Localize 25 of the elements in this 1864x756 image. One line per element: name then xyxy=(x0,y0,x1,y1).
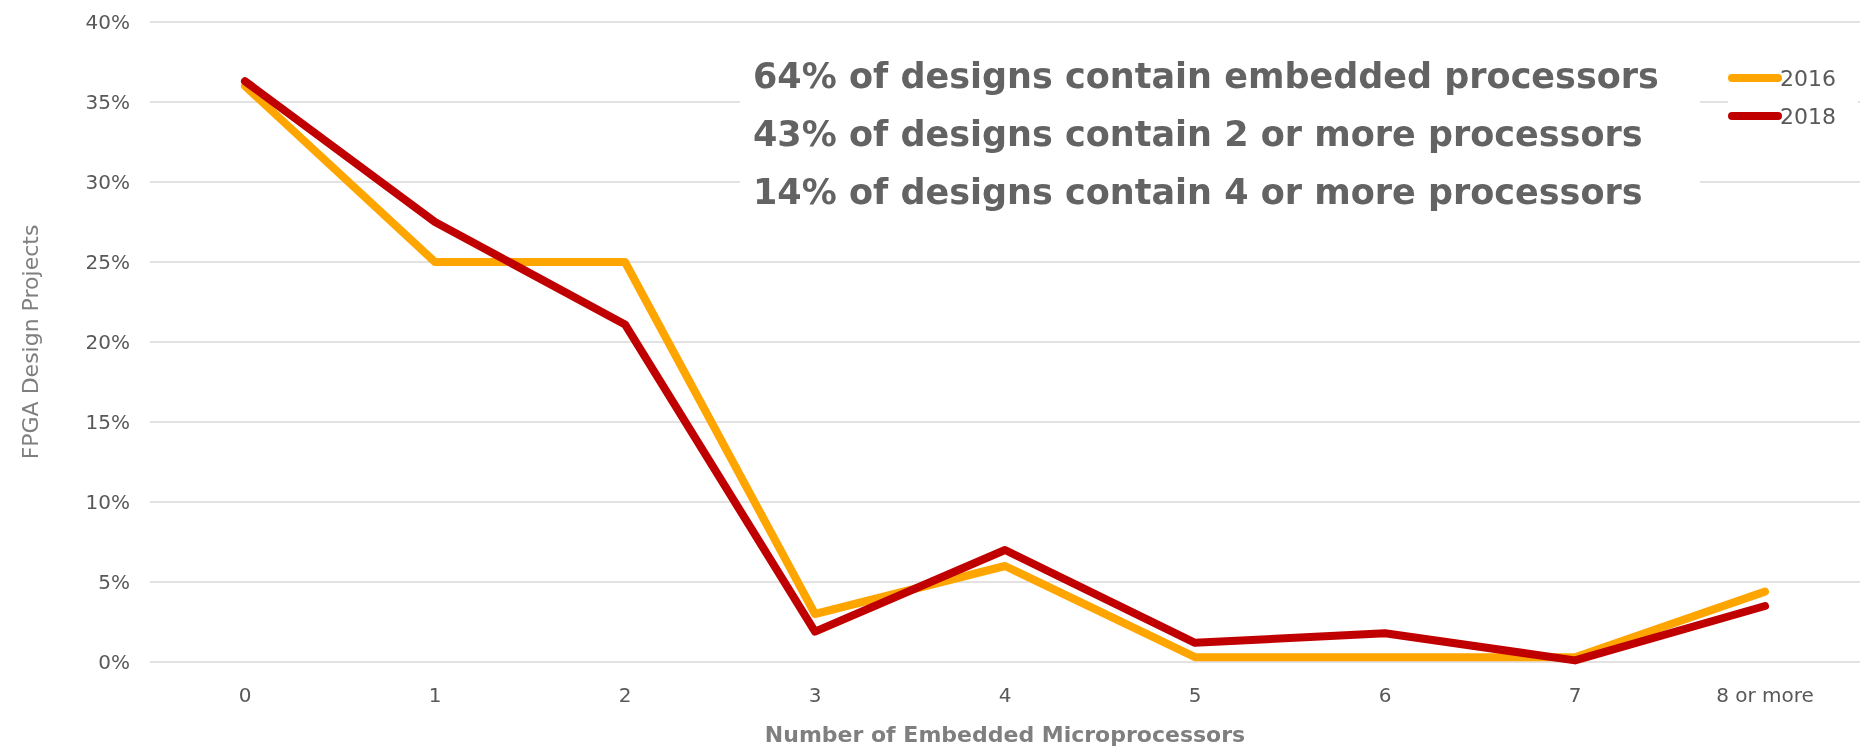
x-tick-label: 0 xyxy=(238,683,252,707)
y-tick-label: 0% xyxy=(98,650,130,674)
annotation: 64% of designs contain embedded processors xyxy=(753,56,1659,96)
x-tick-label: 2 xyxy=(618,683,632,707)
x-tick-label: 6 xyxy=(1378,683,1392,707)
x-tick-label: 4 xyxy=(998,683,1012,707)
y-tick-label: 10% xyxy=(85,490,130,514)
legend-label: 2018 xyxy=(1780,103,1836,129)
x-tick-label: 8 or more xyxy=(1716,683,1814,707)
x-tick-label: 1 xyxy=(428,683,442,707)
x-tick-label: 5 xyxy=(1188,683,1202,707)
y-tick-label: 20% xyxy=(85,330,130,354)
x-tick-label: 3 xyxy=(808,683,822,707)
y-tick-label: 30% xyxy=(85,170,130,194)
annotation: 14% of designs contain 4 or more processors xyxy=(753,172,1643,212)
y-tick-label: 35% xyxy=(85,90,130,114)
y-tick-label: 25% xyxy=(85,250,130,274)
y-tick-label: 15% xyxy=(85,410,130,434)
y-tick-label: 40% xyxy=(85,10,130,34)
x-axis-title: Number of Embedded Microprocessors xyxy=(764,722,1246,747)
y-axis-title: FPGA Design Projects xyxy=(18,224,43,460)
legend-label: 2016 xyxy=(1780,65,1836,91)
y-tick-label: 5% xyxy=(98,570,130,594)
annotation: 43% of designs contain 2 or more processors xyxy=(753,114,1643,154)
x-tick-label: 7 xyxy=(1568,683,1582,707)
